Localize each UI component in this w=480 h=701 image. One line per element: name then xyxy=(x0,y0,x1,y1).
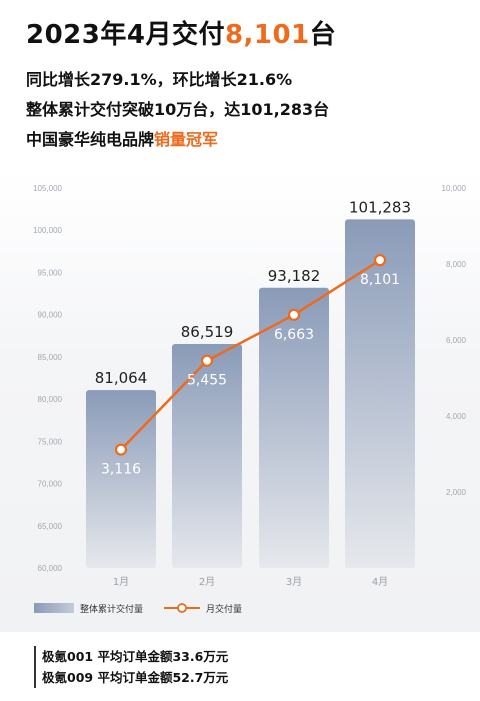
y-left-tick-label: 65,000 xyxy=(38,522,63,531)
headline-prefix: 2023年4月交付 xyxy=(26,20,225,50)
line-value-label: 5,455 xyxy=(187,373,227,389)
x-tick-label: 2月 xyxy=(199,576,215,588)
headline: 2023年4月交付8,101台 xyxy=(26,14,336,51)
subtitle-brand-text: 中国豪华纯电品牌 xyxy=(26,130,155,149)
bar-value-label: 93,182 xyxy=(268,267,321,285)
bar xyxy=(86,390,156,568)
y-left-tick-label: 100,000 xyxy=(33,226,62,235)
y-left-tick-label: 85,000 xyxy=(38,353,63,362)
line-value-label: 6,663 xyxy=(274,327,314,343)
legend-bar-label: 整体累计交付量 xyxy=(80,603,143,615)
line-point xyxy=(114,443,128,456)
bar xyxy=(259,287,329,568)
subtitle-brand-accent: 销量冠军 xyxy=(154,130,219,149)
subtitle-growth: 同比增长279.1%，环比增长21.6% xyxy=(26,70,293,89)
line-point xyxy=(373,254,387,267)
note-zeekr-009: 极氪009 平均订单金额52.7万元 xyxy=(42,670,229,685)
legend-line-marker xyxy=(177,603,187,613)
y-right-tick-label: 4,000 xyxy=(446,412,467,421)
note-zeekr-001: 极氪001 平均订单金额33.6万元 xyxy=(42,649,229,664)
bar-value-label: 81,064 xyxy=(95,369,148,387)
bar xyxy=(172,344,242,568)
line-value-label: 8,101 xyxy=(360,272,400,288)
x-tick-label: 3月 xyxy=(286,576,302,588)
y-left-tick-label: 60,000 xyxy=(38,564,63,573)
subtitle-brand: 中国豪华纯电品牌销量冠军 xyxy=(26,126,218,150)
y-right-tick-label: 2,000 xyxy=(446,488,467,497)
headline-suffix: 台 xyxy=(309,20,337,50)
bar xyxy=(345,219,415,568)
y-left-tick-label: 70,000 xyxy=(38,480,63,489)
y-left-tick-label: 75,000 xyxy=(38,437,63,446)
bar-value-label: 86,519 xyxy=(181,323,234,341)
line-point xyxy=(287,308,301,321)
x-tick-label: 4月 xyxy=(372,576,388,588)
legend-bar-swatch xyxy=(34,603,74,613)
delivery-chart: 60,000 65,000 70,000 75,000 80,000 85,000 90,0… xyxy=(33,184,467,615)
y-right-tick-label: 10,000 xyxy=(442,184,467,193)
legend-line-label: 月交付量 xyxy=(206,603,242,615)
subtitle-cumulative: 整体累计交付突破10万台，达101,283台 xyxy=(26,100,330,119)
y-left-tick-label: 95,000 xyxy=(38,268,63,277)
x-tick-label: 1月 xyxy=(113,576,129,588)
y-right-tick-label: 6,000 xyxy=(446,336,467,345)
y-right-tick-label: 8,000 xyxy=(446,260,467,269)
order-notes: 极氪001 平均订单金额33.6万元 极氪009 平均订单金额52.7万元 xyxy=(34,646,228,688)
y-left-tick-label: 105,000 xyxy=(33,184,62,193)
line-point xyxy=(200,354,214,367)
line-series-monthly xyxy=(120,259,381,451)
bar-value-label: 101,283 xyxy=(349,198,411,216)
line-value-label: 3,116 xyxy=(101,462,141,478)
y-left-tick-label: 80,000 xyxy=(38,395,63,404)
y-left-tick-label: 90,000 xyxy=(38,311,63,320)
headline-value: 8,101 xyxy=(224,20,310,50)
